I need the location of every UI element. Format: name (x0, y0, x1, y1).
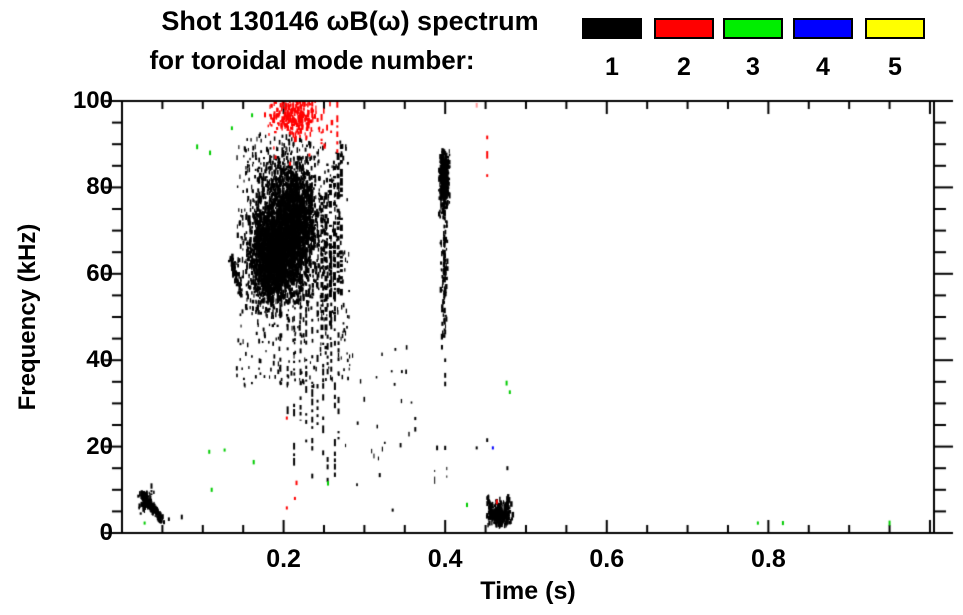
legend-label-mode-5: 5 (888, 53, 902, 81)
chart-subtitle: for toroidal mode number: (149, 45, 475, 75)
y-tick-label-60: 60 (86, 259, 113, 287)
x-tick-label-0.8: 0.8 (750, 545, 786, 573)
legend-label-mode-3: 3 (746, 53, 760, 81)
legend-label-mode-4: 4 (816, 53, 830, 81)
x-tick-label-0.6: 0.6 (589, 545, 625, 573)
x-tick-label-0.4: 0.4 (427, 545, 463, 573)
x-tick-label-0.2: 0.2 (266, 545, 301, 573)
legend-swatch-mode-3 (723, 18, 783, 39)
legend-label-mode-1: 1 (605, 53, 619, 81)
x-axis-label: Time (s) (480, 577, 576, 605)
legend-swatch-mode-5 (865, 18, 925, 39)
chart-title: Shot 130146 ωB(ω) spectrum (161, 6, 539, 36)
legend-label-mode-2: 2 (677, 53, 691, 81)
y-tick-label-0: 0 (99, 519, 113, 546)
legend-swatch-mode-4 (793, 18, 853, 39)
legend: 1 2 3 4 5 (0, 0, 963, 90)
y-tick-label-100: 100 (72, 87, 113, 114)
legend-swatch-mode-2 (654, 18, 714, 39)
y-tick-label-20: 20 (86, 432, 113, 460)
y-tick-label-40: 40 (86, 346, 113, 374)
y-axis-label: Frequency (kHz) (14, 223, 41, 411)
y-tick-label-80: 80 (86, 173, 113, 201)
legend-swatch-mode-1 (582, 18, 642, 39)
